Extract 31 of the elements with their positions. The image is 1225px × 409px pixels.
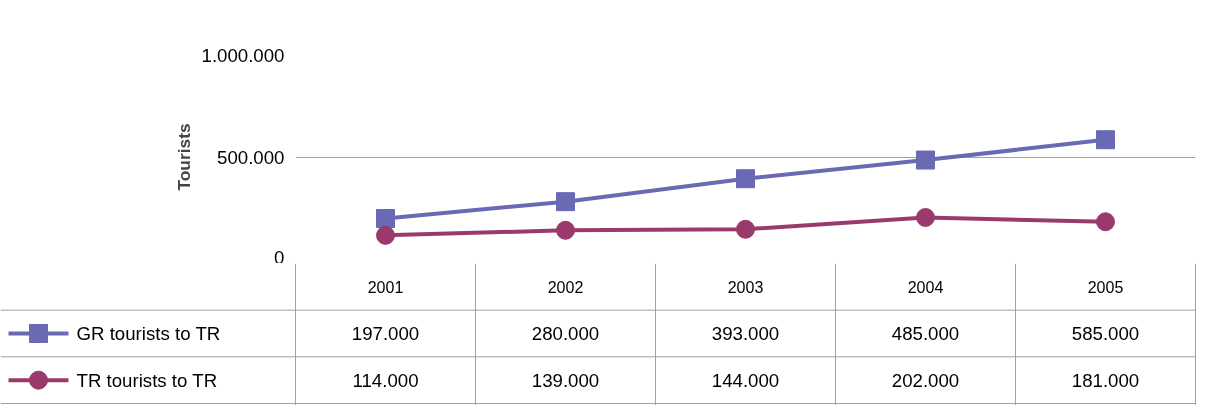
- y-tick-label: 0: [274, 246, 285, 268]
- data-label: 197.000: [351, 323, 420, 344]
- y-axis-title: Tourists: [173, 123, 194, 191]
- point: [1096, 130, 1115, 150]
- x-tick-label: 2005: [1087, 278, 1124, 296]
- point: [556, 192, 575, 212]
- y-tick-label: 500.000: [217, 146, 285, 168]
- point: [916, 150, 935, 170]
- point: [556, 220, 575, 240]
- y-tick-label: 1.000.000: [201, 45, 285, 66]
- point: [736, 219, 755, 239]
- x-tick-label: 2003: [727, 278, 764, 296]
- x-tick-label: 2001: [367, 278, 404, 296]
- data-label: 393.000: [711, 323, 780, 344]
- data-label: 202.000: [891, 369, 960, 391]
- data-label: 585.000: [1071, 323, 1140, 344]
- x-tick-label: 2004: [907, 278, 944, 296]
- data-label: 280.000: [531, 323, 600, 344]
- point: [376, 209, 395, 229]
- data-label: 485.000: [891, 323, 960, 344]
- x-tick-label: 2002: [547, 278, 584, 296]
- point: [916, 208, 935, 227]
- legend-label: GR tourists to TR: [76, 323, 221, 344]
- legend-label: TR tourists to TR: [76, 369, 218, 391]
- data-label: 181.000: [1071, 369, 1140, 391]
- data-label: 114.000: [352, 369, 419, 391]
- data-label: 139.000: [531, 369, 600, 391]
- point: [376, 225, 395, 245]
- point: [736, 169, 755, 189]
- point: [1096, 212, 1115, 232]
- data-label: 144.000: [711, 369, 780, 391]
